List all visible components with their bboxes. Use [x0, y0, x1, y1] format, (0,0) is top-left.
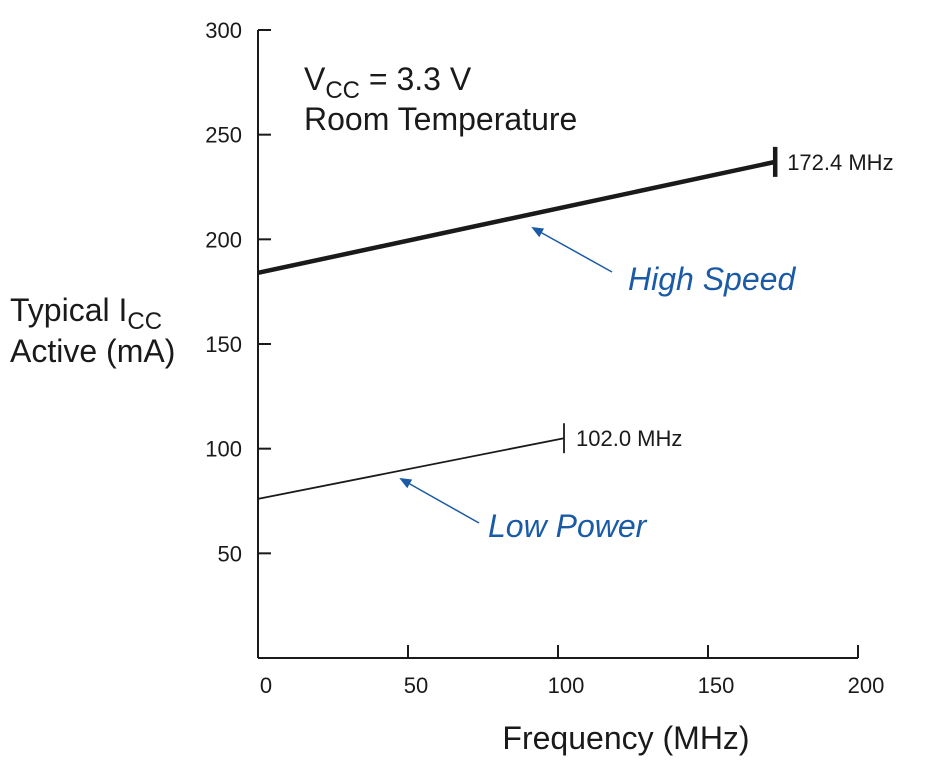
y-axis-title-main: Typical I: [10, 292, 127, 328]
y-tick-label: 50: [218, 541, 242, 566]
vcc-sub: CC: [325, 77, 360, 104]
y-tick-label: 250: [205, 123, 242, 148]
y-axis-title-sub: CC: [127, 308, 162, 335]
vcc-value: = 3.3 V: [360, 61, 472, 97]
series-end-label: 102.0 MHz: [576, 426, 682, 451]
y-tick-label: 150: [205, 332, 242, 357]
series-end-label: 172.4 MHz: [787, 150, 893, 175]
x-tick-label: 100: [548, 673, 585, 698]
temperature-annotation: Room Temperature: [304, 101, 577, 137]
series-line: [257, 437, 565, 500]
y-tick-label: 100: [205, 437, 242, 462]
series-name-label: Low Power: [488, 508, 648, 544]
series-name-label: High Speed: [628, 261, 796, 297]
series-pointer-arrow: [399, 478, 480, 524]
series-pointer-arrow: [531, 227, 613, 273]
x-tick-label: 0: [260, 673, 272, 698]
x-tick-label: 150: [698, 673, 735, 698]
x-tick-label: 50: [404, 673, 428, 698]
y-tick-label: 300: [205, 18, 242, 43]
y-axis-title-line2: Active (mA): [10, 333, 175, 369]
series-line: [257, 159, 776, 276]
x-tick-label: 200: [848, 673, 885, 698]
labels: 172.4 MHz High Speed 102.0 MHz Low Power: [399, 150, 894, 544]
ticks: 50 100 150 200 250 300 0 50 100 150 200: [205, 18, 884, 698]
x-axis-title: Frequency (MHz): [502, 720, 749, 756]
y-tick-label: 200: [205, 227, 242, 252]
series-lines: [257, 146, 778, 500]
vcc-annotation: VCC = 3.3 V: [304, 61, 472, 104]
y-axis-title-line1: Typical ICC: [10, 292, 162, 335]
vcc-main: V: [304, 61, 326, 97]
